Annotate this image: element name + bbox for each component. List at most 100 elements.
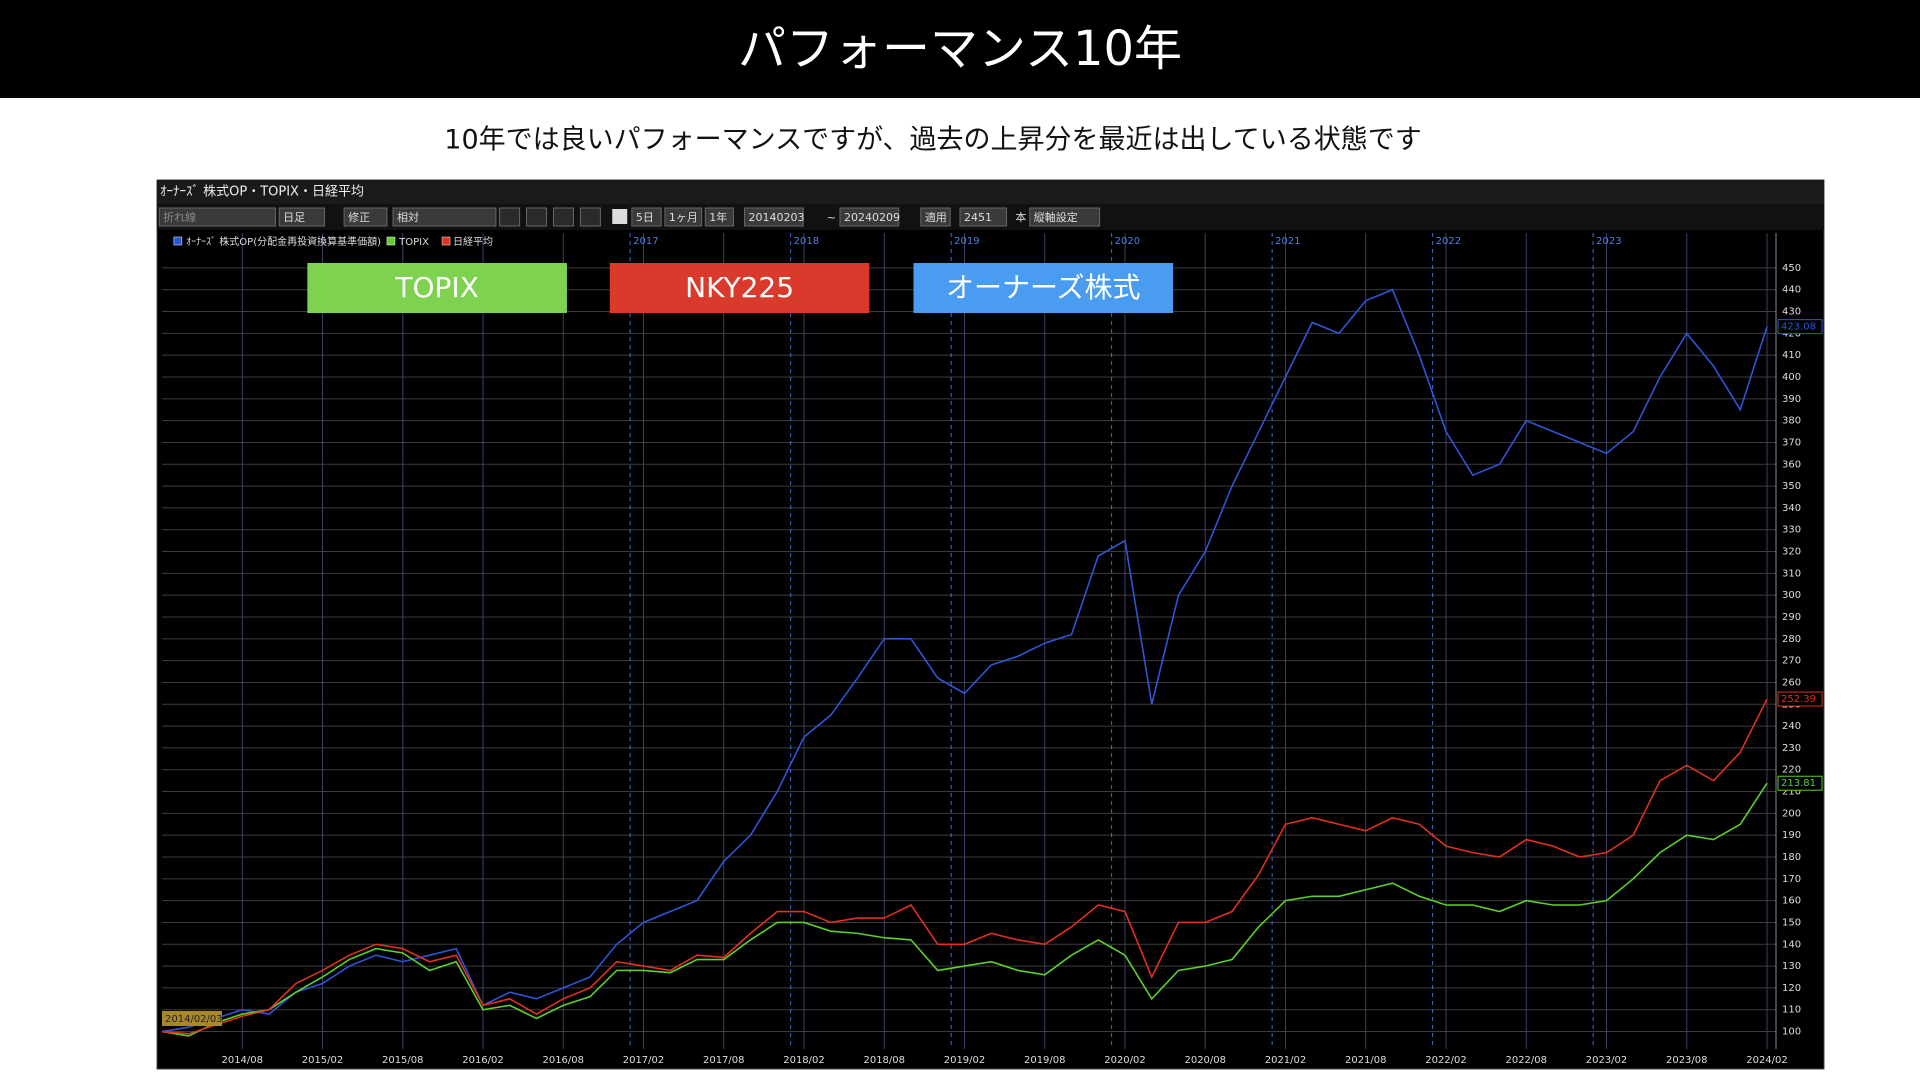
legend-swatch bbox=[441, 236, 451, 246]
y-tick-label: 270 bbox=[1782, 656, 1801, 667]
y-tick-label: 170 bbox=[1782, 874, 1801, 885]
series-line bbox=[161, 288, 1768, 1033]
toolbar-label: 修正 bbox=[348, 210, 370, 224]
year-marker: 2023 bbox=[1596, 236, 1621, 247]
year-marker: 2017 bbox=[633, 236, 658, 247]
checkbox[interactable] bbox=[612, 209, 628, 224]
toolbar-label: 1ヶ月 bbox=[669, 211, 698, 224]
legend-swatch bbox=[173, 236, 183, 246]
toolbar-icon[interactable] bbox=[552, 207, 574, 227]
last-value-box bbox=[1777, 319, 1823, 335]
y-tick-label: 280 bbox=[1782, 634, 1801, 645]
legend-label: TOPIX bbox=[398, 237, 429, 248]
x-tick-label: 2017/08 bbox=[703, 1055, 745, 1066]
y-tick-label: 210 bbox=[1782, 787, 1801, 798]
start-label: 2014/02/03 bbox=[165, 1014, 223, 1025]
x-tick-label: 2021/08 bbox=[1345, 1055, 1387, 1066]
x-tick-label: 2015/02 bbox=[302, 1055, 344, 1066]
y-tick-label: 370 bbox=[1782, 437, 1801, 448]
toolbar-label: 適用 bbox=[925, 210, 947, 224]
toolbar-button[interactable] bbox=[704, 207, 734, 227]
toolbar-button[interactable] bbox=[1029, 207, 1101, 227]
annotation-box bbox=[609, 263, 870, 313]
slide-title: パフォーマンス10年 bbox=[738, 21, 1182, 77]
toolbar-label: 2451 bbox=[964, 211, 992, 224]
toolbar-button[interactable] bbox=[839, 207, 900, 227]
x-tick-label: 2021/02 bbox=[1265, 1055, 1307, 1066]
y-tick-label: 200 bbox=[1782, 808, 1801, 819]
toolbar-label: 折れ線 bbox=[163, 210, 196, 224]
toolbar-icon[interactable] bbox=[526, 207, 548, 227]
toolbar-icon[interactable] bbox=[579, 207, 601, 227]
y-tick-label: 330 bbox=[1782, 525, 1801, 536]
toolbar-button[interactable] bbox=[959, 207, 1008, 227]
y-tick-label: 360 bbox=[1782, 459, 1801, 470]
legend-label: ｵｰﾅｰｽﾞ 株式OP(分配金再投資換算基準価額) bbox=[186, 235, 381, 248]
x-tick-label: 2014/08 bbox=[221, 1055, 263, 1066]
year-marker: 2021 bbox=[1275, 236, 1300, 247]
toolbar-label: 5日 bbox=[636, 211, 654, 224]
y-tick-label: 230 bbox=[1782, 743, 1801, 754]
toolbar-button[interactable] bbox=[392, 207, 497, 227]
toolbar-icon[interactable] bbox=[499, 207, 521, 227]
toolbar-label: 縦軸設定 bbox=[1034, 210, 1078, 224]
y-tick-label: 190 bbox=[1782, 830, 1801, 841]
y-tick-label: 410 bbox=[1782, 350, 1801, 361]
x-tick-label: 2016/08 bbox=[542, 1055, 584, 1066]
series-line bbox=[161, 698, 1768, 1035]
y-tick-label: 160 bbox=[1782, 896, 1801, 907]
x-tick-label: 2016/02 bbox=[462, 1055, 504, 1066]
toolbar-button[interactable] bbox=[743, 207, 804, 227]
x-tick-label: 2018/08 bbox=[863, 1055, 905, 1066]
toolbar-button[interactable] bbox=[158, 207, 277, 227]
y-tick-label: 120 bbox=[1782, 983, 1801, 994]
y-tick-label: 260 bbox=[1782, 677, 1801, 688]
window-title-bar bbox=[157, 180, 1824, 204]
x-tick-label: 2023/02 bbox=[1586, 1055, 1628, 1066]
y-tick-label: 290 bbox=[1782, 612, 1801, 623]
toolbar-button[interactable] bbox=[343, 207, 388, 227]
legend-label: 日経平均 bbox=[453, 235, 493, 248]
toolbar-label: 20140203 bbox=[748, 211, 804, 224]
series-line bbox=[161, 782, 1768, 1037]
y-tick-label: 440 bbox=[1782, 285, 1801, 296]
slide-subtitle: 10年では良いパフォーマンスですが、過去の上昇分を最近は出している状態です bbox=[444, 125, 1421, 156]
year-marker: 2022 bbox=[1436, 236, 1461, 247]
plot-area bbox=[162, 233, 1776, 1049]
toolbar-button[interactable] bbox=[920, 207, 951, 227]
y-tick-label: 140 bbox=[1782, 939, 1801, 950]
toolbar-label: 1年 bbox=[709, 210, 727, 224]
y-tick-label: 380 bbox=[1782, 416, 1801, 427]
start-label-box bbox=[162, 1011, 222, 1026]
x-tick-label: 2019/02 bbox=[944, 1055, 986, 1066]
annotation-label: NKY225 bbox=[685, 271, 794, 304]
x-tick-label: 2022/08 bbox=[1505, 1055, 1547, 1066]
toolbar-label: ~ bbox=[827, 211, 836, 224]
annotation-label: TOPIX bbox=[394, 271, 478, 304]
year-marker: 2019 bbox=[954, 236, 979, 247]
y-tick-label: 150 bbox=[1782, 917, 1801, 928]
annotation-box bbox=[307, 263, 567, 313]
x-tick-label: 2022/02 bbox=[1425, 1055, 1467, 1066]
y-tick-label: 450 bbox=[1782, 263, 1801, 274]
annotation-label: オーナーズ株式 bbox=[946, 271, 1141, 304]
toolbar-button[interactable] bbox=[664, 207, 703, 227]
x-tick-label: 2023/08 bbox=[1666, 1055, 1708, 1066]
y-tick-label: 130 bbox=[1782, 961, 1801, 972]
toolbar-label: 日足 bbox=[283, 211, 305, 224]
y-tick-label: 390 bbox=[1782, 394, 1801, 405]
y-tick-label: 350 bbox=[1782, 481, 1801, 492]
last-value-label: 423.08 bbox=[1781, 322, 1816, 333]
legend-swatch bbox=[386, 236, 396, 246]
toolbar-label: 20240209 bbox=[844, 211, 900, 224]
toolbar-button[interactable] bbox=[631, 207, 662, 227]
x-tick-label: 2018/02 bbox=[783, 1055, 825, 1066]
toolbar-button[interactable] bbox=[278, 207, 325, 227]
y-tick-label: 180 bbox=[1782, 852, 1801, 863]
y-tick-label: 220 bbox=[1782, 765, 1801, 776]
y-tick-label: 400 bbox=[1782, 372, 1801, 383]
y-tick-label: 240 bbox=[1782, 721, 1801, 732]
x-tick-label: 2017/02 bbox=[623, 1055, 665, 1066]
last-value-label: 252.39 bbox=[1781, 694, 1816, 705]
